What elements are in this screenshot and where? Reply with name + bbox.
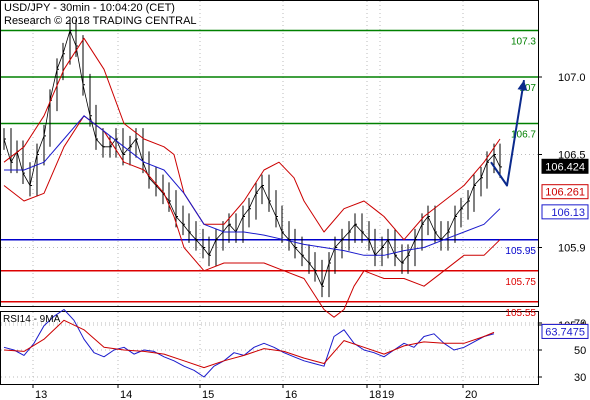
rsi-ma-series (3, 319, 495, 369)
bollinger-upper-series (3, 37, 501, 241)
rsi-tag-label: 63.7475 (545, 326, 585, 338)
price-series-line (3, 30, 501, 287)
price-tag-box (541, 204, 589, 220)
price-tick-label: 105.9 (558, 243, 586, 255)
level-label-pivot: 105.95 (505, 246, 536, 257)
level-label-resistance: 107 (519, 83, 536, 94)
price-tag-box (541, 158, 589, 174)
projection-arrow-line (490, 79, 525, 187)
main-series-group (3, 19, 528, 318)
main-plot-frame (0, 0, 539, 307)
time-tick-label: 18 (369, 389, 381, 400)
rsi-tick-label: 30 (574, 372, 586, 384)
time-tick-label: 15 (202, 389, 214, 400)
price-tag-box (541, 184, 589, 200)
time-tick-label: 16 (285, 389, 297, 400)
time-tick-label: 14 (120, 389, 132, 400)
copyright-text: Research © 2018 TRADING CENTRAL (4, 15, 197, 27)
rsi-tag-box (541, 323, 589, 339)
price-tick-label: 107.0 (558, 72, 586, 84)
moving-average-series (4, 115, 501, 256)
rsi-plot-frame (0, 311, 539, 385)
time-tick-label: 20 (465, 389, 477, 400)
price-tag-label: 106.261 (545, 187, 585, 199)
price-tag-label: 106.424 (545, 161, 585, 173)
rsi-series-group (3, 309, 495, 378)
level-label-support: 105.75 (505, 277, 536, 288)
chart-title: USD/JPY - 30min - 10:04:20 (CET) (4, 2, 175, 14)
time-axis: 13 14 15 16 18 19 20 (32, 384, 477, 400)
time-tick-label: 19 (382, 389, 394, 400)
projection-arrow-head (517, 80, 528, 91)
level-label-resistance: 106.7 (511, 130, 536, 141)
time-tick-label: 13 (35, 389, 47, 400)
level-label-support: 105.55 (505, 308, 536, 319)
level-label-resistance: 107.3 (511, 37, 536, 48)
rsi-series (3, 309, 495, 378)
rsi-tick-label: 50 (574, 345, 586, 357)
rsi-axis: 70503063.795963.7475 (538, 318, 589, 384)
price-tick-label: 106.5 (558, 150, 586, 162)
price-tag-label: 106.13 (551, 207, 585, 219)
rsi-title: RSI14 - 9MA (3, 314, 61, 325)
